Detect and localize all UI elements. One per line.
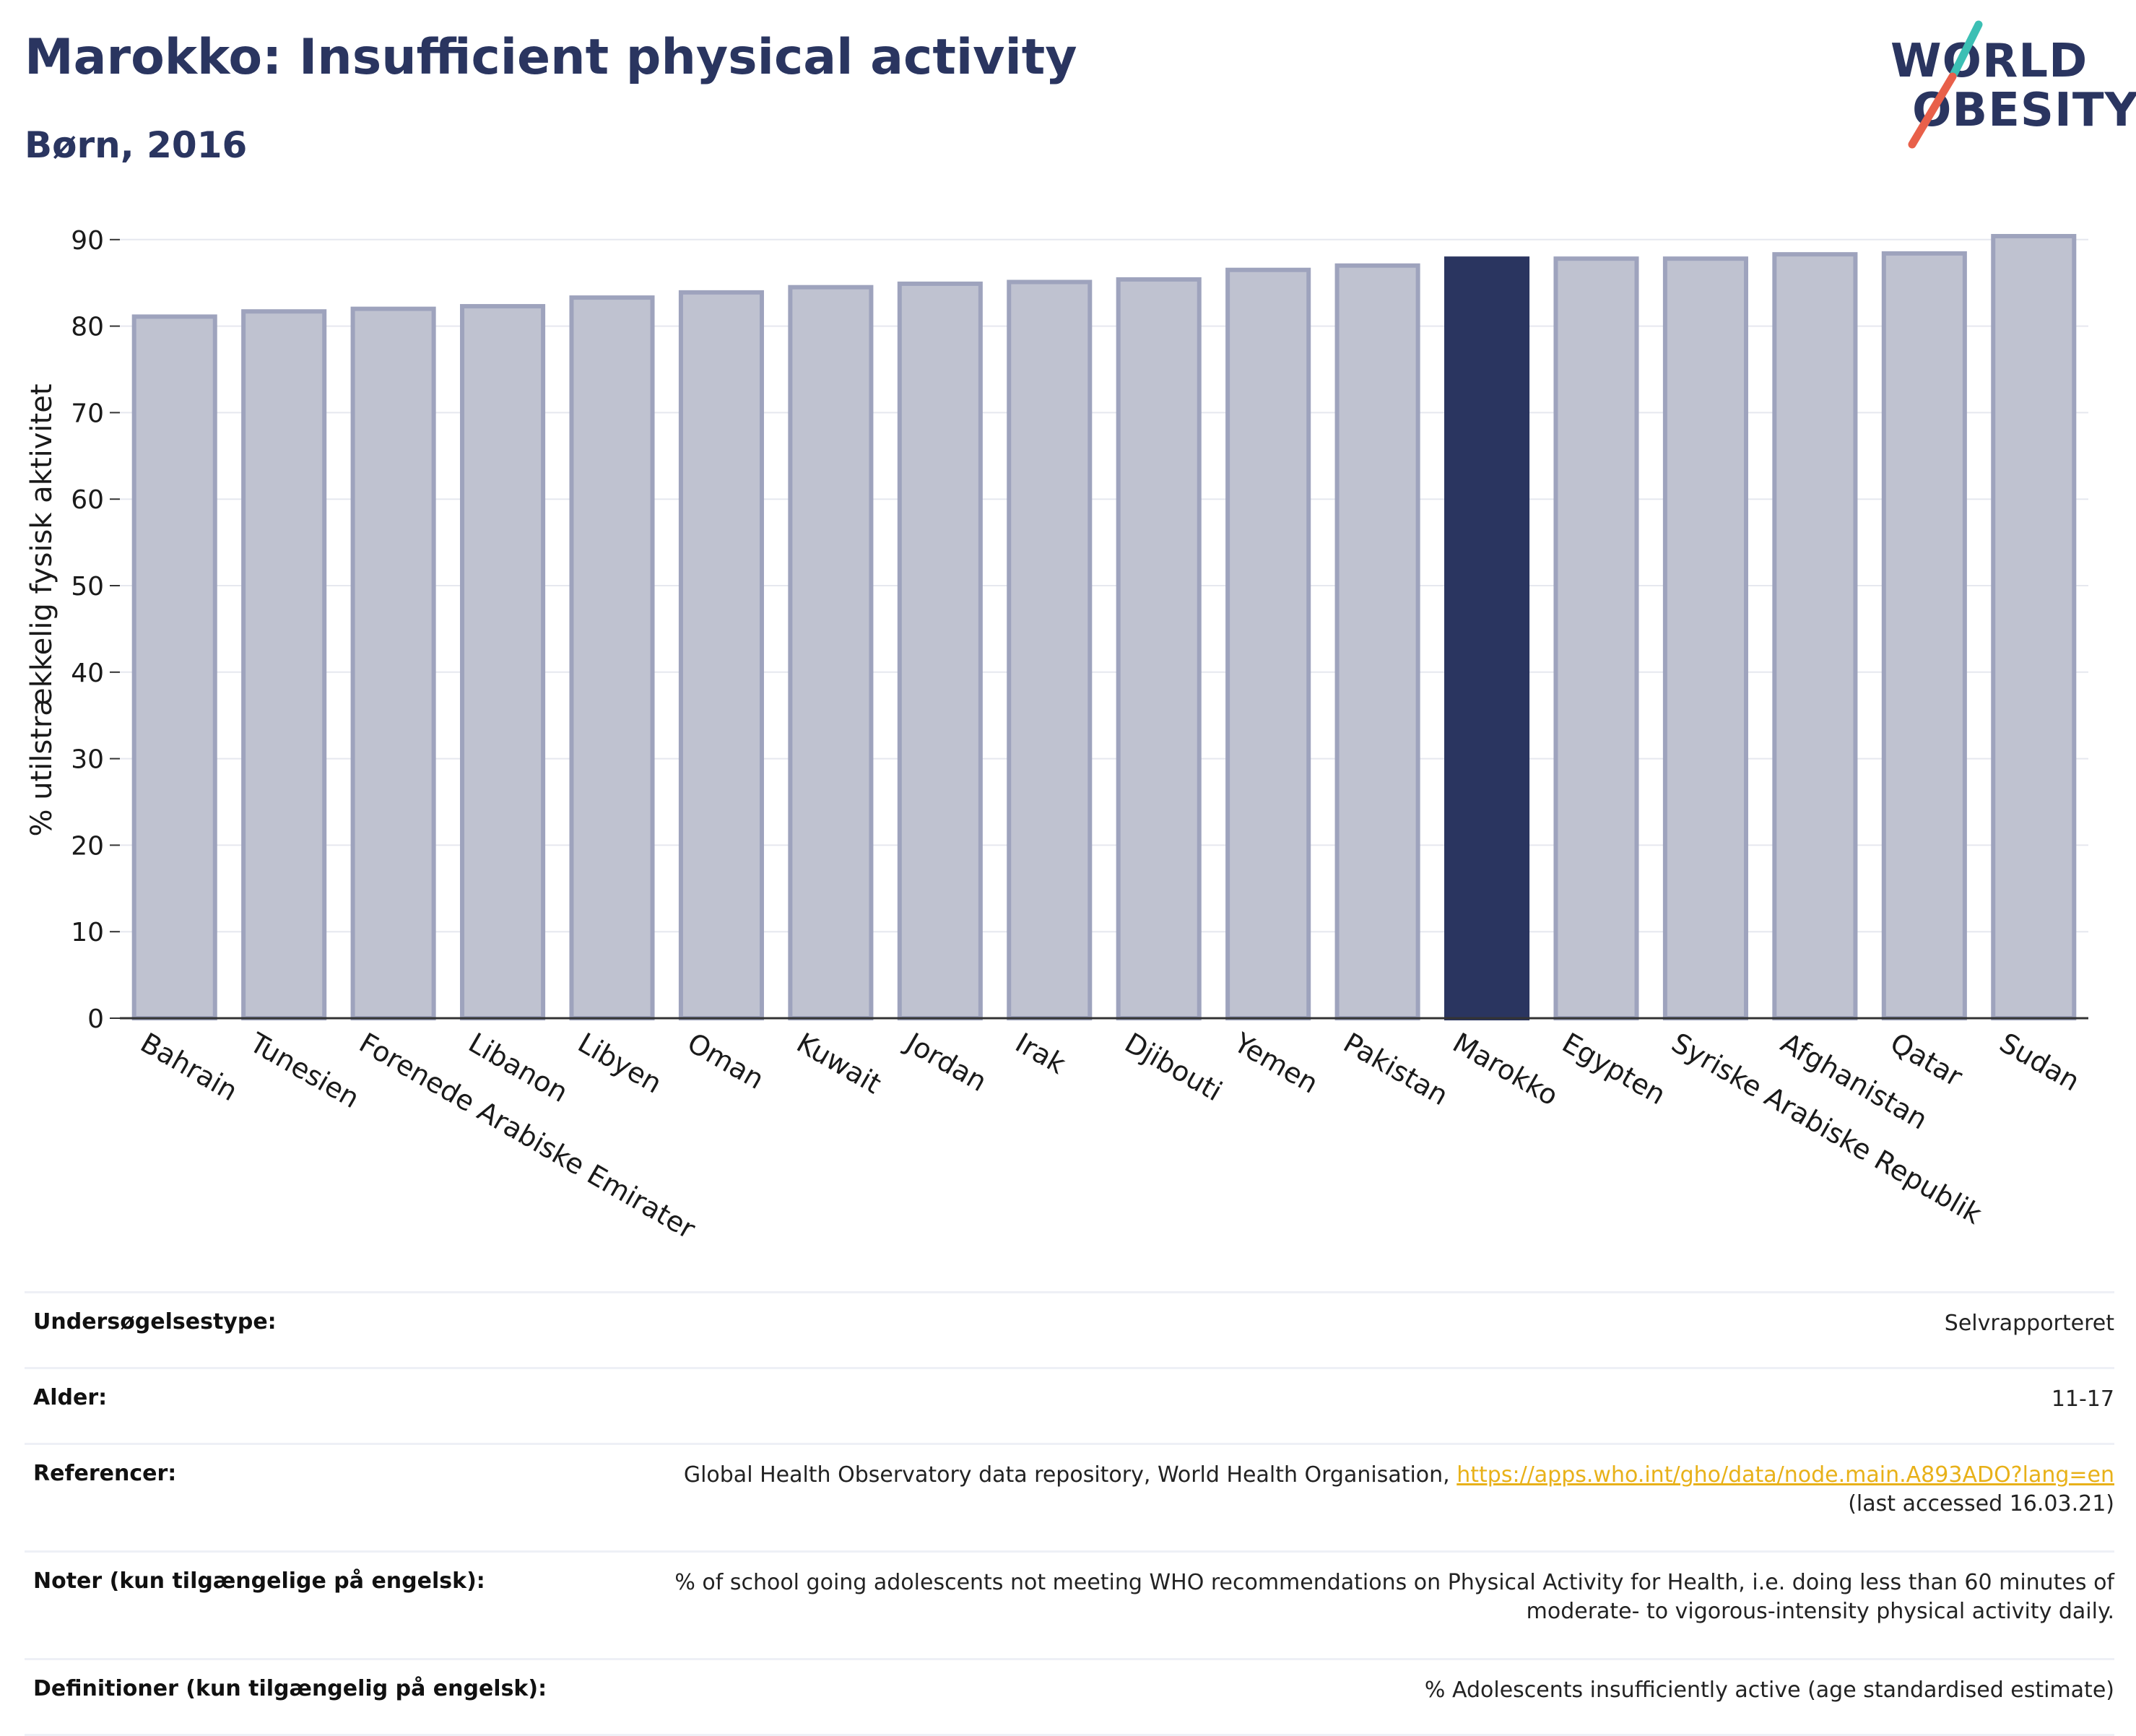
reference-link[interactable]: https://apps.who.int/gho/data/node.main.… — [1456, 1462, 2114, 1488]
x-tick-label: Libyen — [573, 1027, 667, 1100]
meta-row-notes: Noter (kun tilgængelige på engelsk): % o… — [25, 1550, 2114, 1660]
x-tick-label: Djibouti — [1119, 1027, 1228, 1108]
y-tick-label: 20 — [71, 831, 104, 861]
y-tick-label: 50 — [71, 572, 104, 602]
logo-slash-icon — [1908, 20, 1983, 149]
bar-oman — [678, 290, 764, 1021]
meta-value: 11-17 — [596, 1367, 2114, 1445]
bar-kuwait — [788, 285, 874, 1020]
world-obesity-logo: WORLD OBESITY — [1877, 20, 2136, 157]
y-tick-label: 40 — [71, 659, 104, 688]
meta-key: Noter (kun tilgængelige på engelsk): — [25, 1550, 596, 1660]
meta-key: Definitioner (kun tilgængelig på engelsk… — [25, 1658, 596, 1736]
grid-lines — [120, 238, 2088, 933]
axes — [110, 238, 2088, 1020]
bar-egypten — [1553, 256, 1639, 1020]
logo-line-2: OBESITY — [1912, 84, 2136, 137]
bar-yemen — [1225, 267, 1311, 1021]
bar-jordan — [897, 281, 983, 1020]
bars — [131, 234, 2077, 1021]
bar-libyen — [569, 295, 655, 1021]
meta-row-age: Alder: 11-17 — [25, 1367, 2114, 1445]
bar-marokko — [1444, 256, 1530, 1020]
meta-key: Alder: — [25, 1367, 596, 1445]
meta-key: Referencer: — [25, 1443, 596, 1553]
meta-row-definitions: Definitioner (kun tilgængelig på engelsk… — [25, 1658, 2114, 1736]
meta-key: Undersøgelsestype: — [25, 1291, 596, 1369]
bar-sudan — [1991, 234, 2077, 1020]
meta-value: % Adolescents insufficiently active (age… — [596, 1658, 2114, 1736]
notes-line-1: % of school going adolescents not meetin… — [674, 1570, 2114, 1595]
y-tick-label: 70 — [71, 399, 104, 428]
y-tick-label: 80 — [71, 313, 104, 342]
meta-value: Selvrapporteret — [596, 1291, 2114, 1369]
meta-row-survey-type: Undersøgelsestype: Selvrapporteret — [25, 1291, 2114, 1369]
notes-line-2: moderate- to vigorous-intensity physical… — [1526, 1599, 2114, 1624]
x-tick-label: Jordan — [900, 1026, 992, 1098]
y-tick-label: 30 — [71, 745, 104, 775]
reference-text: Global Health Observatory data repositor… — [683, 1462, 1450, 1488]
bar-forenede-arabiske-emirater — [350, 306, 436, 1020]
x-tick-label: Oman — [682, 1027, 769, 1095]
page-title: Marokko: Insufficient physical activity — [25, 29, 1077, 86]
x-tick-label: Kuwait — [791, 1027, 887, 1101]
reference-accessed: (last accessed 16.03.21) — [1848, 1491, 2114, 1516]
y-tick-label: 10 — [71, 918, 104, 947]
bar-djibouti — [1116, 277, 1202, 1020]
meta-value: % of school going adolescents not meetin… — [596, 1550, 2114, 1660]
page-subtitle: Børn, 2016 — [25, 124, 248, 166]
x-tick-label: Tunesien — [244, 1026, 365, 1114]
x-tick-label: Bahrain — [135, 1027, 243, 1108]
bar-qatar — [1881, 251, 1967, 1020]
bar-tunesien — [241, 309, 327, 1020]
x-tick-label: Egypten — [1557, 1027, 1671, 1111]
metadata-table: Undersøgelsestype: Selvrapporteret Alder… — [25, 1291, 2114, 1736]
bar-irak — [1007, 279, 1093, 1020]
x-tick-label: Qatar — [1885, 1027, 1968, 1093]
meta-row-references: Referencer: Global Health Observatory da… — [25, 1443, 2114, 1553]
bar-pakistan — [1334, 263, 1420, 1021]
bar-syriske-arabiske-republik — [1662, 256, 1748, 1020]
logo-line-1: WORLD — [1890, 35, 2088, 88]
x-tick-label: Sudan — [1994, 1027, 2085, 1098]
bar-afghanistan — [1772, 252, 1858, 1020]
x-tick-label: Pakistan — [1338, 1027, 1454, 1112]
bar-libanon — [460, 304, 546, 1020]
y-tick-label: 0 — [87, 1004, 104, 1034]
x-tick-label: Irak — [1010, 1027, 1071, 1080]
x-tick-label: Marokko — [1448, 1027, 1564, 1112]
x-tick-label: Yemen — [1228, 1026, 1324, 1100]
y-tick-label: 60 — [71, 485, 104, 515]
meta-value: Global Health Observatory data repositor… — [596, 1443, 2114, 1553]
bar-bahrain — [131, 314, 217, 1020]
y-tick-label: 90 — [71, 226, 104, 256]
